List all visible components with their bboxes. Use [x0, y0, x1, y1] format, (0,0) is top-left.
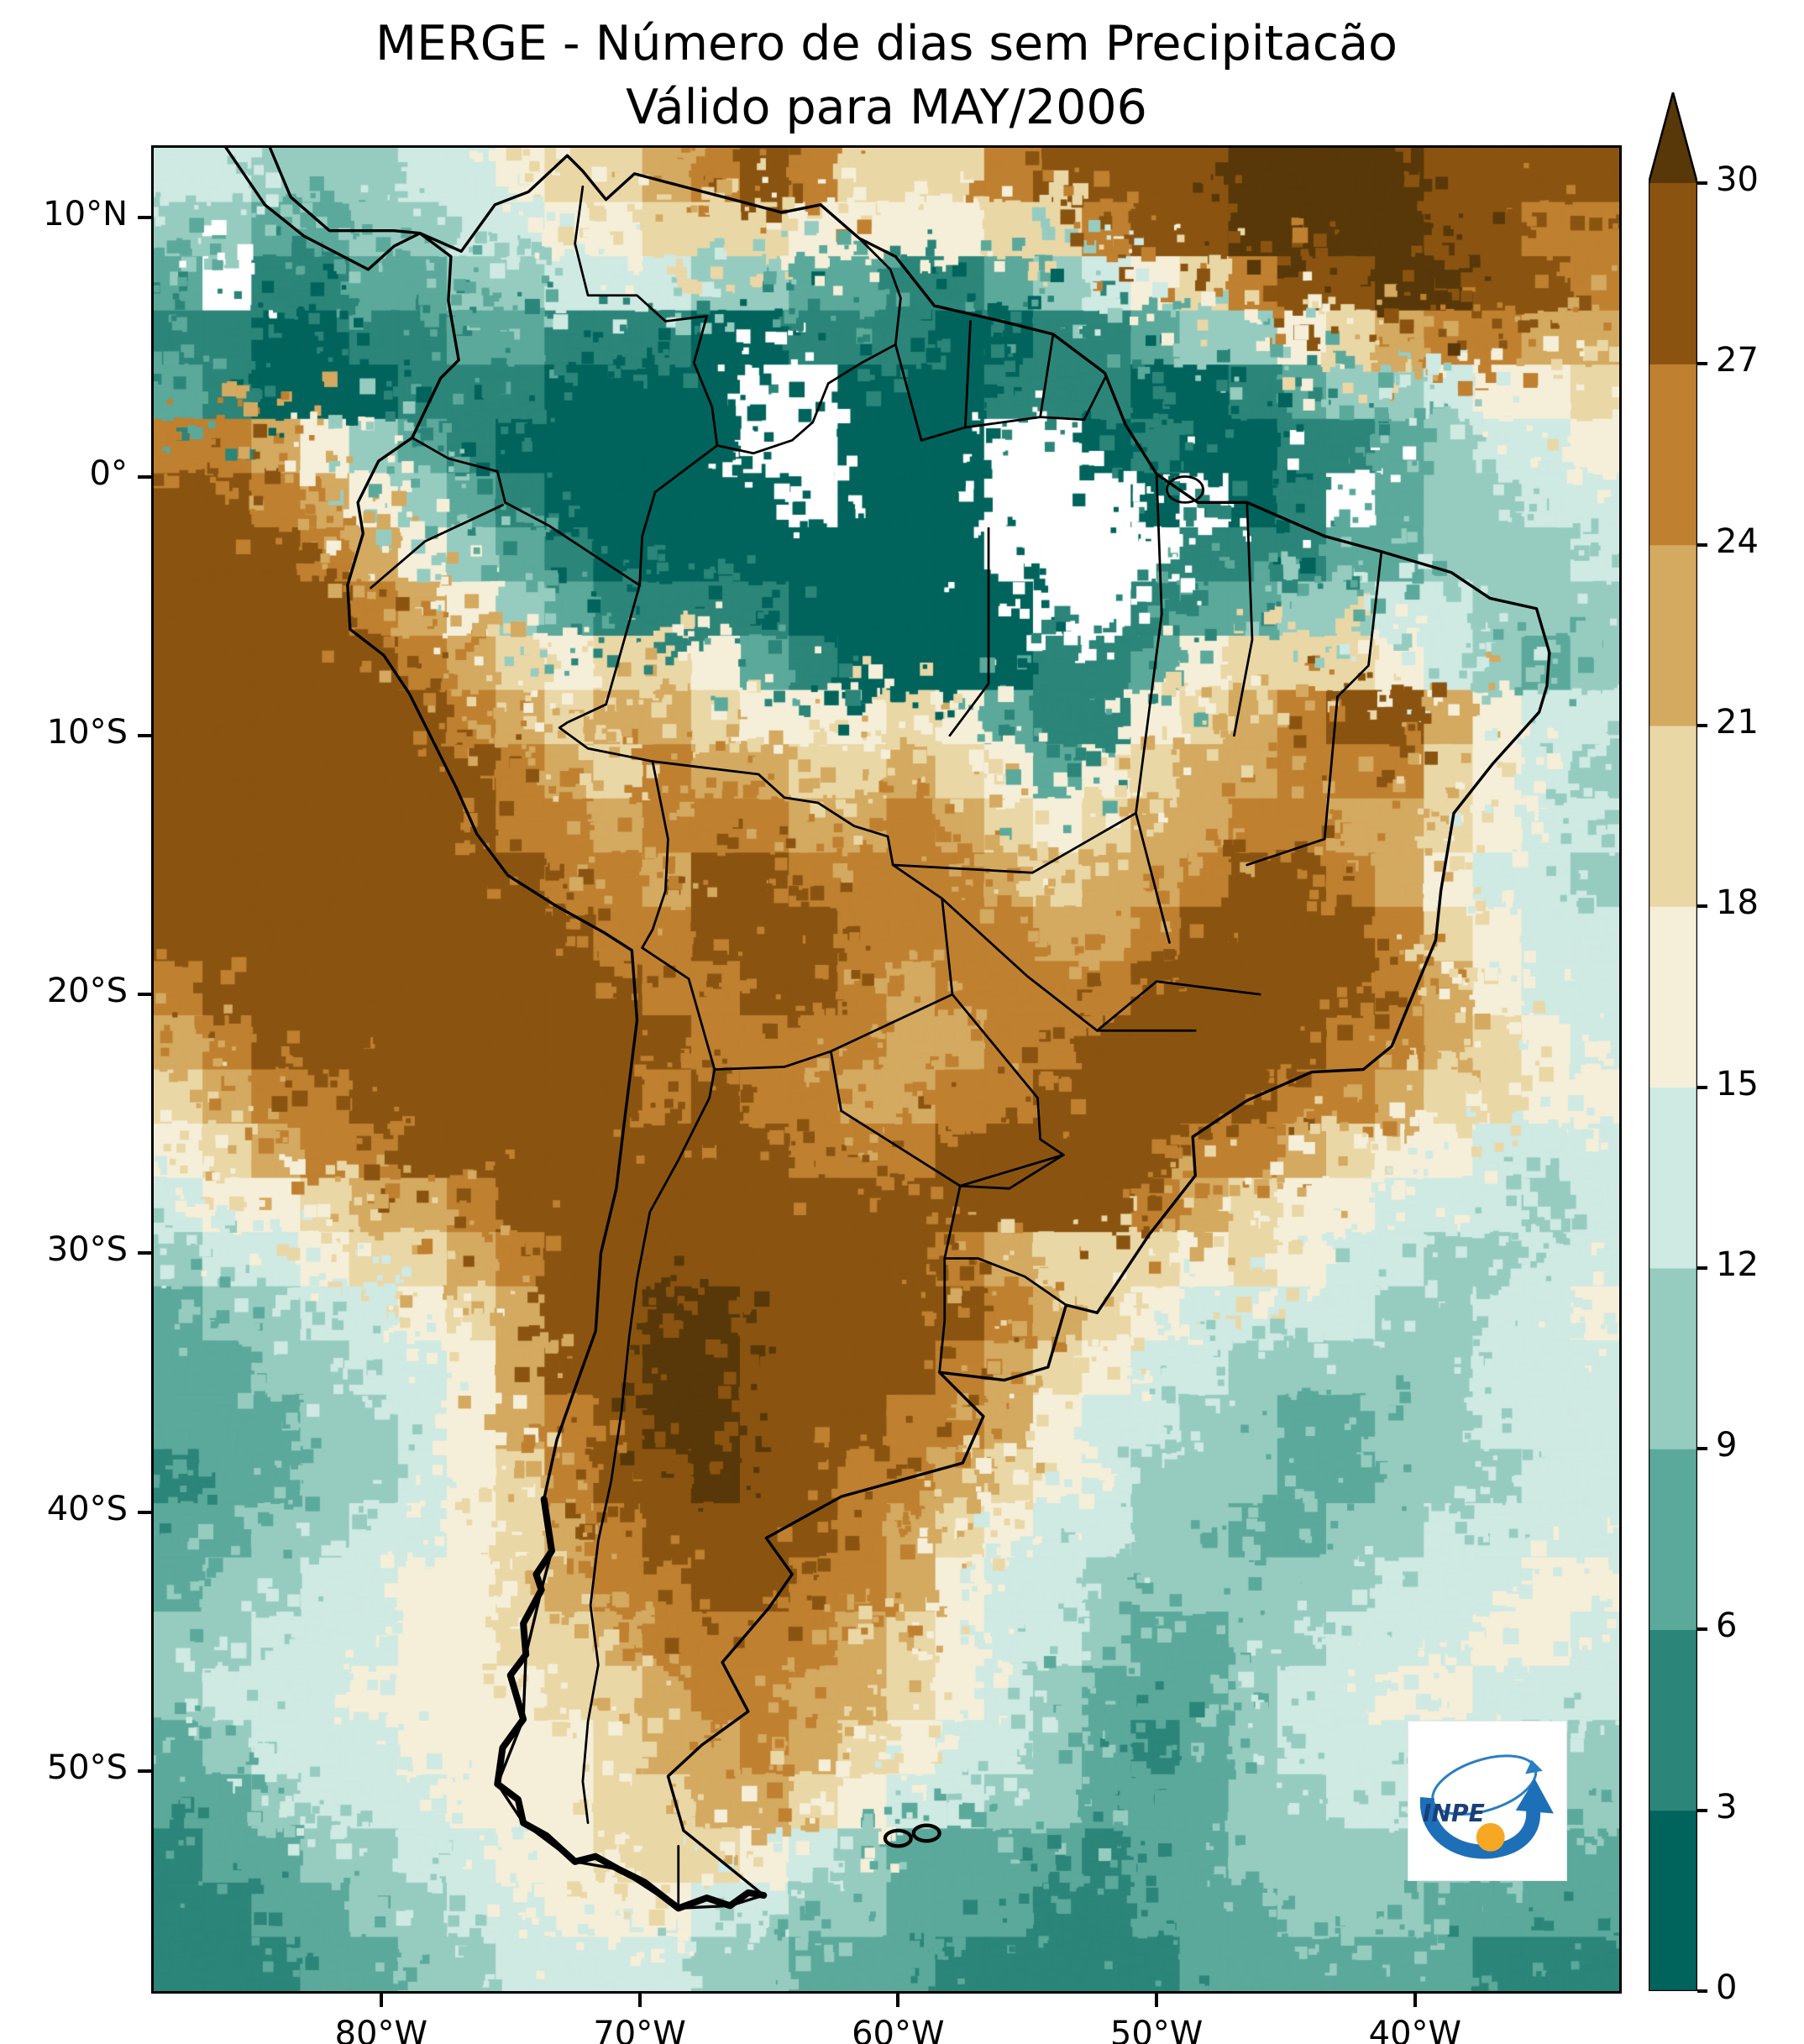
y-tick-label: 50°S [46, 1748, 128, 1787]
border-chile-arg [581, 946, 716, 1825]
border-peru-bra [558, 584, 654, 763]
colorbar-tick-mark [1697, 1085, 1707, 1089]
border-guy-sur [963, 320, 972, 429]
colorbar-tick-label: 9 [1716, 1426, 1738, 1465]
falkland-west [883, 1828, 913, 1848]
y-tick-mark [138, 474, 151, 479]
state-line-6 [891, 811, 1137, 874]
colorbar-tick-mark [1697, 723, 1707, 727]
colorbar-tick-label: 15 [1716, 1064, 1759, 1103]
state-line-2 [1233, 501, 1254, 737]
y-tick-label: 40°S [46, 1489, 128, 1528]
colorbar-tick-mark [1697, 542, 1707, 547]
x-tick-mark [1155, 1994, 1159, 2007]
y-tick-label: 30°S [46, 1230, 128, 1270]
colorbar [1649, 92, 1697, 1991]
border-paraguay [829, 993, 1065, 1187]
colorbar-tick-mark [1697, 362, 1707, 366]
border-bol-bra [651, 760, 954, 996]
colorbar-svg [1649, 92, 1697, 1991]
figure-title-line1: MERGE - Número de dias sem Precipitacão [375, 16, 1398, 71]
border-uru-bra [943, 1257, 1067, 1307]
y-tick-mark [138, 216, 151, 220]
colorbar-tick-mark [1697, 1447, 1707, 1451]
x-tick-label: 40°W [1368, 2015, 1462, 2044]
figure-title: MERGE - Número de dias sem Precipitacão … [154, 12, 1619, 140]
fjords-path [494, 1496, 768, 1912]
y-tick-mark [138, 993, 151, 997]
falkland-east [911, 1823, 941, 1843]
colorbar-tick-mark [1697, 904, 1707, 909]
border-arg-bra-south [958, 1153, 1065, 1190]
y-tick-label: 20°S [46, 972, 128, 1011]
x-tick-mark [1413, 1994, 1417, 2007]
border-col-ecu-peru [411, 436, 641, 587]
coastline-path [224, 148, 1551, 1910]
colorbar-tick-label: 3 [1716, 1787, 1738, 1826]
border-ven-bra [716, 237, 902, 455]
x-tick-mark [379, 1994, 383, 2007]
colorbar-tick-label: 6 [1716, 1606, 1738, 1646]
colorbar-tick-label: 21 [1716, 702, 1759, 742]
y-tick-label: 10°N [43, 195, 128, 234]
colorbar-tick-label: 27 [1716, 341, 1759, 380]
colorbar-tick-mark [1697, 1627, 1707, 1632]
colorbar-tick-mark [1697, 1266, 1707, 1270]
y-tick-label: 0° [89, 453, 128, 493]
coastline-borders-overlay [154, 148, 1619, 1991]
colorbar-tick-mark [1697, 181, 1707, 185]
map-axes-frame [151, 145, 1622, 1994]
marajo-island [1166, 475, 1204, 504]
y-tick-mark [138, 1251, 151, 1255]
x-tick-label: 70°W [593, 2015, 686, 2044]
x-tick-mark [896, 1994, 900, 2007]
precipitation-map-canvas [154, 148, 1619, 1991]
state-line-7 [1336, 550, 1383, 698]
colorbar-tick-label: 24 [1716, 521, 1759, 561]
x-tick-label: 80°W [334, 2015, 428, 2044]
border-ven-col [574, 185, 719, 447]
colorbar-tick-mark [1697, 1808, 1707, 1812]
border-guianas-bra [894, 343, 1106, 442]
state-line-3 [1135, 473, 1171, 944]
inpe-logo-text: INPE [1423, 1800, 1485, 1827]
y-tick-mark [138, 1510, 151, 1514]
inpe-logo-icon: INPE [1420, 1754, 1554, 1859]
border-sur-gf [1039, 333, 1055, 419]
colorbar-tick-label: 0 [1716, 1968, 1738, 2007]
state-line-8 [941, 897, 1197, 1032]
x-tick-label: 50°W [1109, 2015, 1204, 2044]
border-col-bra [638, 444, 719, 587]
figure-title-line2: Válido para MAY/2006 [626, 80, 1147, 136]
y-tick-mark [138, 733, 151, 737]
border-uruguay-river [938, 1184, 962, 1374]
border-bol-arg [713, 1050, 832, 1071]
state-line-4 [1245, 695, 1339, 867]
colorbar-tick-mark [1697, 1989, 1707, 1993]
inpe-logo: INPE [1408, 1721, 1567, 1881]
y-tick-label: 10°S [46, 712, 128, 752]
x-tick-label: 60°W [852, 2015, 945, 2044]
colorbar-tick-label: 18 [1716, 883, 1759, 923]
border-peru-bol [641, 760, 669, 949]
state-line-5 [1095, 980, 1261, 1032]
x-tick-mark [637, 1994, 642, 2007]
colorbar-tick-label: 30 [1716, 160, 1759, 199]
colorbar-tick-label: 12 [1716, 1245, 1759, 1284]
y-tick-mark [138, 1769, 151, 1773]
state-line-1 [948, 527, 990, 737]
border-ecu-peru [370, 504, 504, 590]
